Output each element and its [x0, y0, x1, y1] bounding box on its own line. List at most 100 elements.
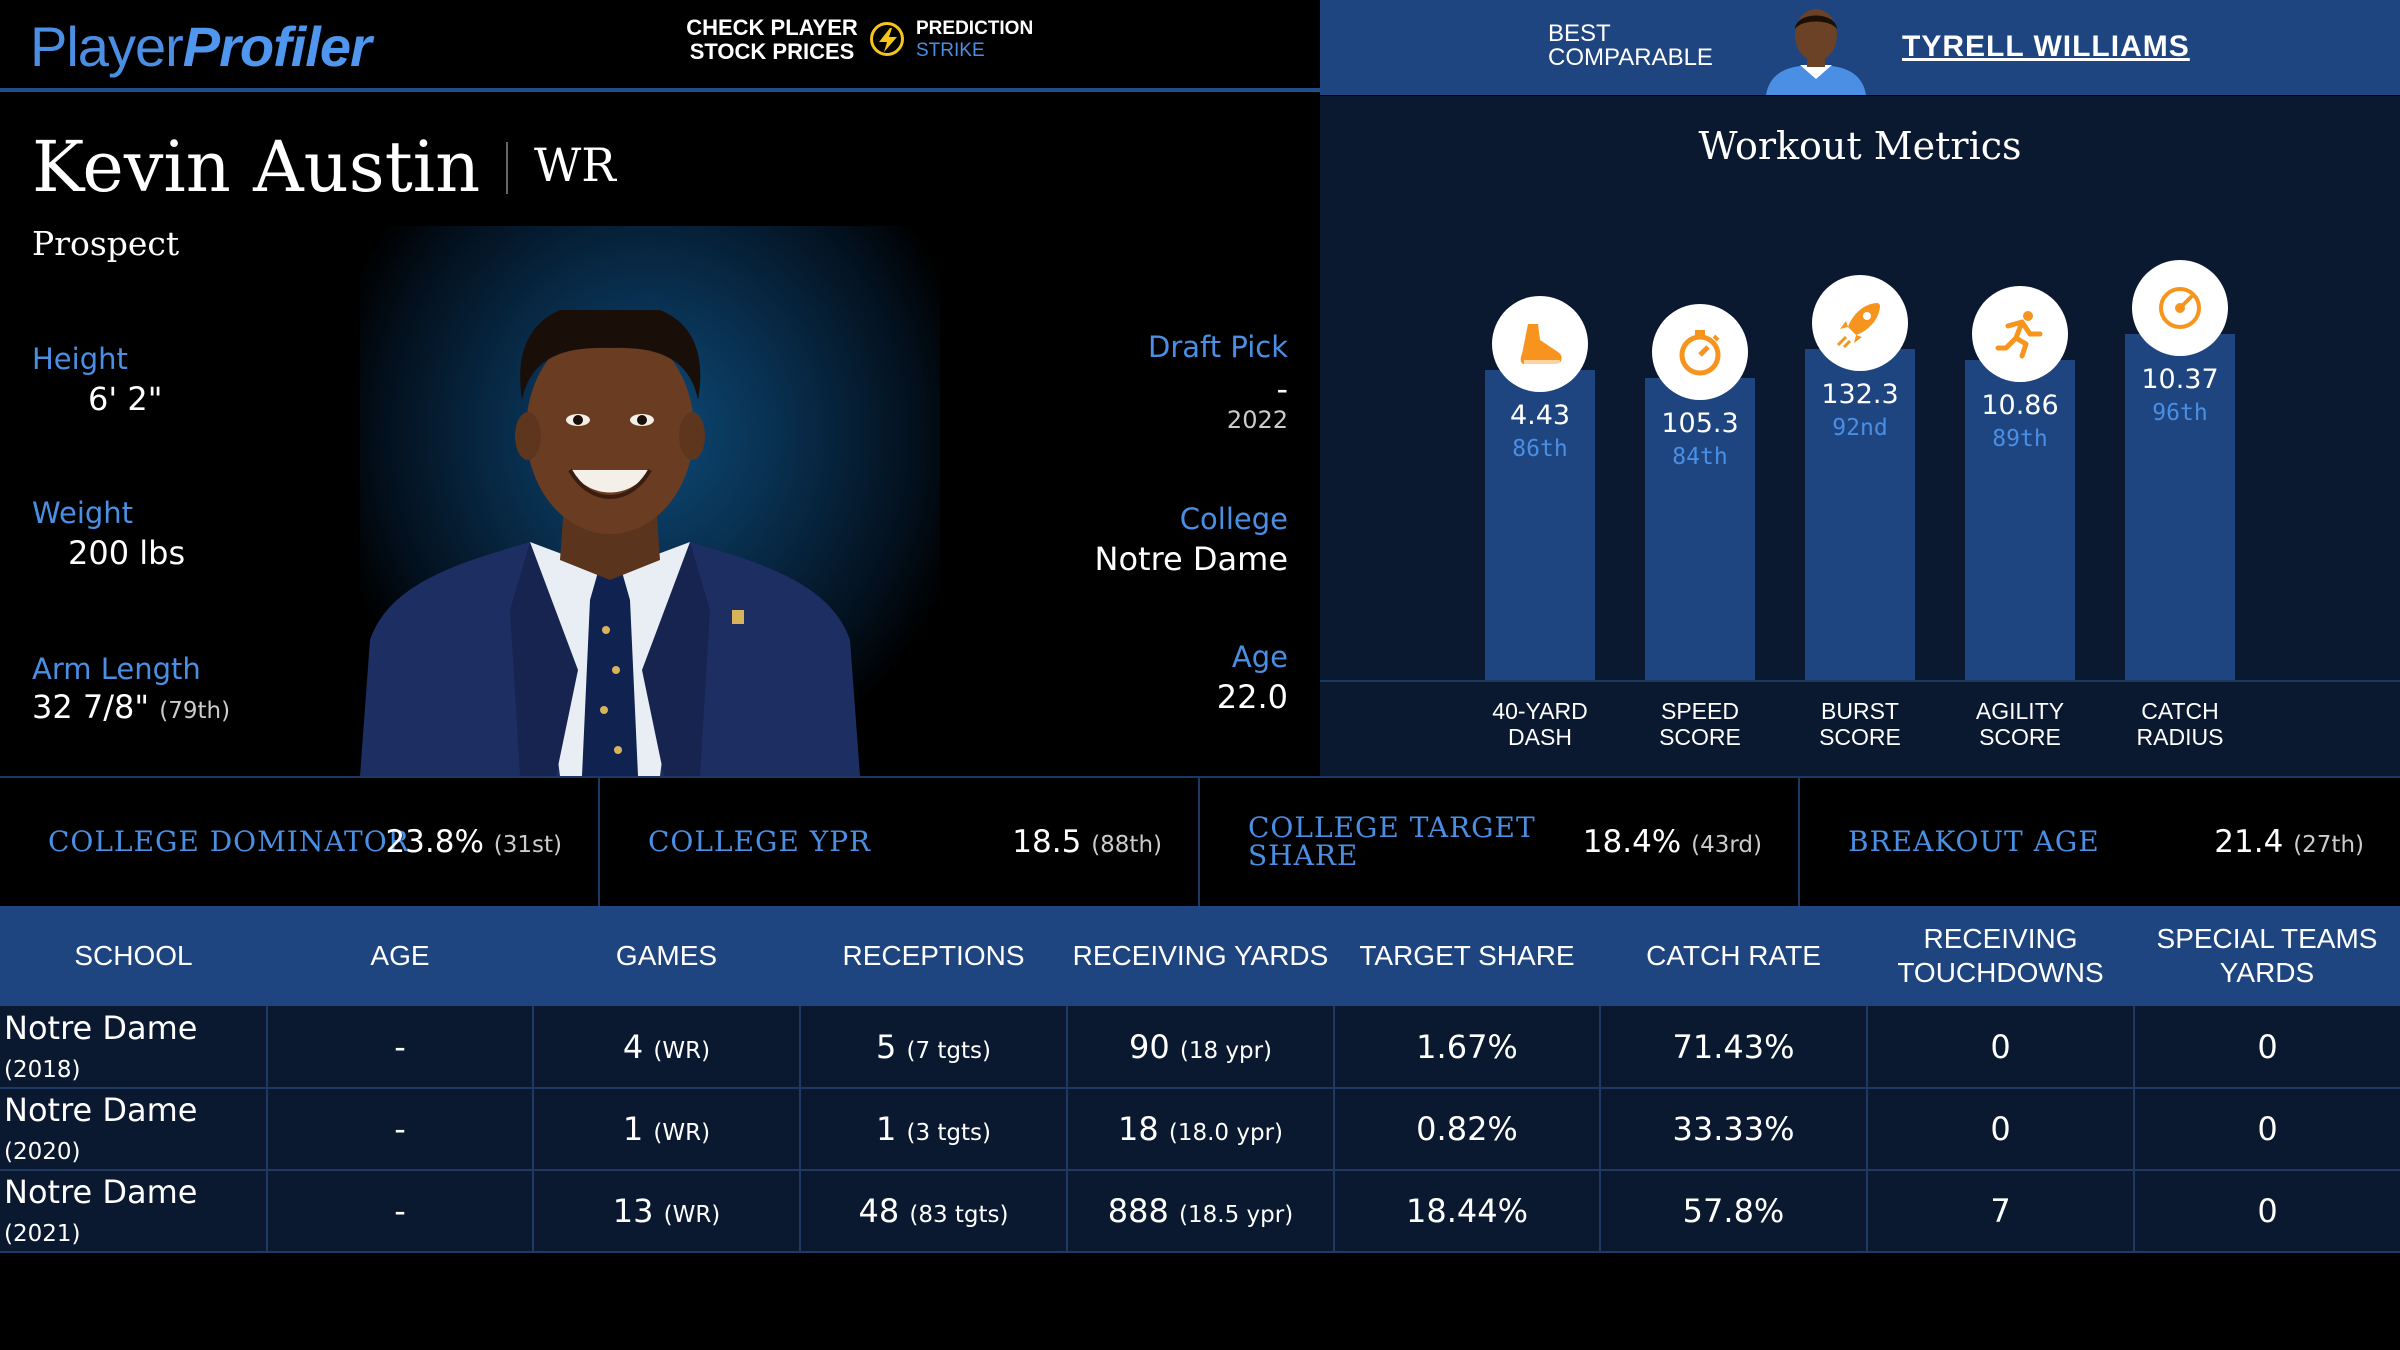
college-value: Notre Dame [1094, 540, 1288, 578]
cell-target-share: 18.44% [1334, 1170, 1601, 1253]
workout-bar-burst-score [1805, 349, 1915, 680]
workout-value-agility-score: 10.86 [1981, 390, 2059, 421]
player-profile-panel: Kevin Austin WR Prospect Height 6' 2" We… [0, 96, 1320, 776]
column-header-school[interactable]: SCHOOL [0, 906, 267, 1006]
cell-games: 13 (WR) [533, 1170, 801, 1253]
metric-label-line-2: SHARE [1248, 839, 1359, 872]
promo-line-2: STOCK PRICES [689, 39, 855, 64]
metric-college-ypr: COLLEGE YPR 18.5 (88th) [600, 778, 1200, 908]
cell-receiving-yards-value: 18 [1117, 1110, 1159, 1148]
column-header-special-teams-yards[interactable]: SPECIAL TEAMS YARDS [2134, 906, 2400, 1006]
shoe-icon [1492, 296, 1588, 392]
age-value: 22.0 [1216, 678, 1288, 716]
metric-breakout-age: BREAKOUT AGE 21.4 (27th) [1800, 778, 2400, 908]
cell-receptions: 1 (3 tgts) [800, 1088, 1068, 1171]
workout-value-burst-score: 132.3 [1821, 379, 1899, 410]
best-comparable-line-1: BEST [1548, 20, 1611, 47]
metric-college-dominator: COLLEGE DOMINATOR 23.8% (31st) [0, 778, 600, 908]
cell-receiving-yards-detail: (18.0 ypr) [1168, 1120, 1284, 1146]
cell-games: 4 (WR) [533, 1006, 801, 1089]
cell-school: Notre Dame (2020) [0, 1088, 268, 1171]
cell-receiving-yards: 888 (18.5 ypr) [1067, 1170, 1335, 1253]
site-logo[interactable]: PlayerProfiler [30, 14, 372, 79]
best-comparable-link[interactable]: TYRELL WILLIAMS [1902, 30, 2190, 63]
height-label: Height [32, 342, 128, 376]
table-body: Notre Dame (2018) -4 (WR) 5 (7 tgts) 90 (18… [0, 1006, 2400, 1253]
player-position: WR [534, 138, 616, 192]
age-label: Age [1231, 640, 1288, 674]
workout-label-line-2: SCORE [1659, 724, 1741, 750]
table-row: Notre Dame (2018) -4 (WR) 5 (7 tgts) 90 (18… [0, 1006, 2400, 1089]
weight-value: 200 lbs [68, 534, 186, 572]
cell-receiving-touchdowns-value: 7 [1990, 1192, 2011, 1230]
column-header-receptions[interactable]: RECEPTIONS [800, 906, 1067, 1006]
metric-number: 18.4% [1582, 824, 1682, 860]
cell-games: 1 (WR) [533, 1088, 801, 1171]
workout-percentile-burst-score: 92nd [1832, 415, 1888, 441]
cell-target-share-value: 0.82% [1416, 1110, 1518, 1148]
workout-value-40-yard-dash: 4.43 [1509, 400, 1571, 431]
workout-label-catch-radius: CATCH RADIUS [2100, 698, 2260, 750]
workout-baseline [1320, 680, 2400, 682]
workout-percentile-agility-score: 89th [1992, 426, 2048, 452]
column-header-receiving-touchdowns[interactable]: RECEIVING TOUCHDOWNS [1867, 906, 2134, 1006]
best-comparable-line-2: COMPARABLE [1548, 44, 1713, 71]
cell-games-value: 1 [622, 1110, 644, 1148]
runner-icon [1972, 286, 2068, 382]
cell-age-value: - [394, 1192, 406, 1230]
workout-bar-catch-radius [2125, 334, 2235, 680]
column-header-games[interactable]: GAMES [533, 906, 800, 1006]
cell-games-value: 4 [622, 1027, 644, 1066]
weight-label: Weight [32, 496, 134, 530]
logo-text-player: Player [30, 15, 184, 78]
column-header-receiving-yards[interactable]: RECEIVING YARDS [1067, 906, 1334, 1006]
arm-length-number: 32 7/8" [32, 688, 150, 726]
workout-label-line-1: CATCH [2141, 698, 2219, 724]
cell-special-teams-yards: 0 [2134, 1088, 2400, 1171]
cell-receptions-value: 1 [875, 1110, 897, 1148]
cell-school-value: Notre Dame [4, 1008, 198, 1047]
cell-catch-rate-value: 71.43% [1672, 1027, 1795, 1066]
height-value: 6' 2" [88, 380, 163, 418]
cell-school-value: Notre Dame [4, 1173, 198, 1211]
cell-receiving-yards-value: 90 [1128, 1027, 1170, 1066]
cell-games-detail: (WR) [653, 1120, 711, 1146]
workout-value-catch-radius: 10.37 [2141, 364, 2219, 395]
top-bar: PlayerProfiler CHECK PLAYER STOCK PRICES… [0, 0, 1320, 92]
arm-length-value: 32 7/8" (79th) [32, 688, 230, 726]
table-header-row: SCHOOL AGE GAMES RECEPTIONS RECEIVING YARDS T… [0, 906, 2400, 1006]
column-header-age[interactable]: AGE [267, 906, 533, 1006]
workout-label-line-2: DASH [1508, 724, 1572, 750]
cell-catch-rate: 33.33% [1600, 1088, 1868, 1171]
cell-receptions: 48 (83 tgts) [800, 1170, 1068, 1253]
cell-receptions: 5 (7 tgts) [800, 1006, 1068, 1089]
cell-catch-rate-value: 33.33% [1672, 1110, 1795, 1148]
metric-label: COLLEGE TARGET SHARE [1248, 814, 1536, 870]
workout-bar-speed-score [1645, 378, 1755, 680]
cell-receptions-value: 48 [858, 1192, 900, 1230]
column-header-target-share[interactable]: TARGET SHARE [1334, 906, 1600, 1006]
cell-school-detail: (2021) [4, 1221, 81, 1247]
cell-age-value: - [394, 1110, 406, 1148]
workout-label-line-1: SPEED [1661, 698, 1739, 724]
comparable-player-avatar [1760, 5, 1872, 95]
cell-games-detail: (WR) [653, 1037, 711, 1064]
draft-year: 2022 [1226, 406, 1288, 434]
cell-receiving-touchdowns-value: 0 [1990, 1110, 2011, 1148]
cell-age-value: - [394, 1027, 406, 1066]
workout-metrics-panel: Workout Metrics 4.43 86th 40-YARD DASH 105.3… [1320, 96, 2400, 776]
column-header-catch-rate[interactable]: CATCH RATE [1600, 906, 1867, 1006]
workout-value-speed-score: 105.3 [1661, 408, 1739, 439]
cell-receiving-touchdowns: 7 [1867, 1170, 2135, 1253]
cell-receiving-yards: 18 (18.0 ypr) [1067, 1088, 1335, 1171]
promo-brand-prediction: PREDICTION [916, 18, 1034, 39]
cell-games-detail: (WR) [663, 1202, 721, 1228]
cell-receiving-yards-detail: (18 ypr) [1179, 1037, 1273, 1064]
cell-target-share-value: 18.44% [1405, 1192, 1528, 1230]
player-name: Kevin Austin [32, 126, 481, 208]
draft-pick-value: - [1276, 370, 1288, 408]
cell-target-share-value: 1.67% [1416, 1027, 1518, 1066]
workout-label-agility-score: AGILITY SCORE [1940, 698, 2100, 750]
metric-label: COLLEGE YPR [648, 828, 871, 856]
draft-pick-label: Draft Pick [1148, 330, 1288, 364]
